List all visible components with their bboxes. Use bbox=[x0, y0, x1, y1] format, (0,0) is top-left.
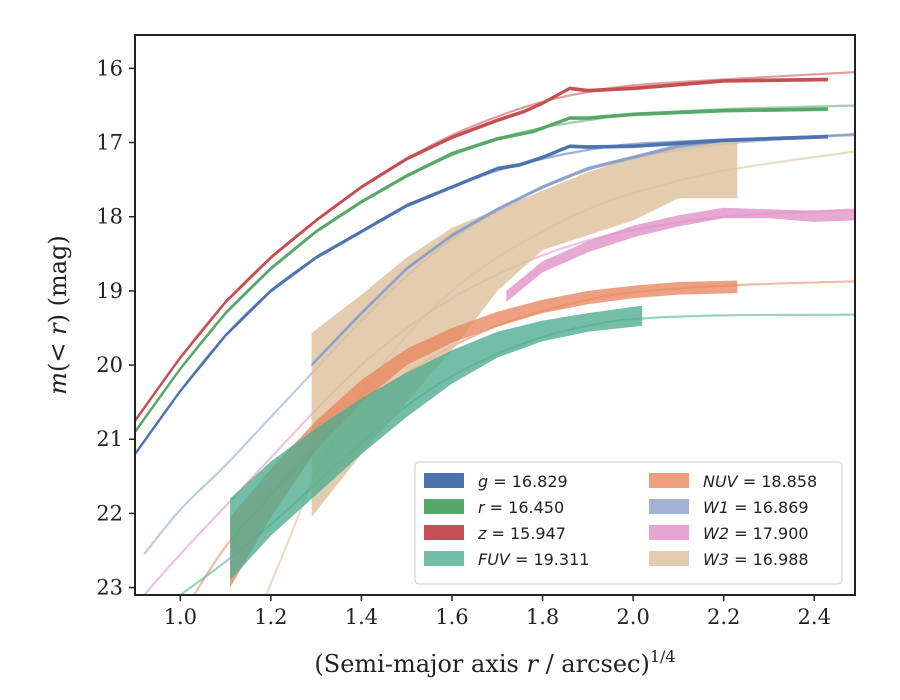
legend-label-nuv: NUV = 18.858 bbox=[703, 472, 817, 491]
data-line-z bbox=[135, 78, 828, 422]
legend-swatch-r bbox=[424, 499, 464, 514]
x-tick-label: 1.0 bbox=[164, 605, 197, 629]
y-tick-label: 21 bbox=[96, 427, 123, 451]
x-tick-label: 2.4 bbox=[798, 605, 831, 629]
y-tick-label: 16 bbox=[96, 56, 123, 80]
legend: g = 16.829 r = 16.450 z = 15.947 FUV = 19.3… bbox=[414, 461, 843, 585]
legend-swatch-w3 bbox=[649, 551, 689, 566]
y-tick-label: 23 bbox=[96, 576, 123, 600]
legend-swatch-g bbox=[424, 473, 464, 488]
y-tick-label: 17 bbox=[96, 131, 123, 155]
plot-frame bbox=[134, 34, 856, 596]
series-layer bbox=[135, 71, 855, 595]
y-tick-label: 19 bbox=[96, 279, 123, 303]
data-line-w1 bbox=[310, 135, 828, 366]
legend-box bbox=[414, 461, 843, 585]
data-line-g bbox=[135, 135, 828, 455]
legend-swatch-z bbox=[424, 525, 464, 540]
y-axis-label: m(< r) (mag) bbox=[44, 235, 72, 395]
legend-label-w3: W3 = 16.988 bbox=[703, 550, 809, 569]
y-tick-label: 22 bbox=[96, 501, 123, 525]
x-tick-label: 2.2 bbox=[707, 605, 740, 629]
x-tick-label: 1.2 bbox=[254, 605, 287, 629]
data-band-fuv bbox=[230, 305, 643, 581]
data-band-w2 bbox=[506, 207, 855, 302]
x-axis-label: (Semi-major axis r / arcsec)1/4 bbox=[314, 647, 675, 678]
legend-label-g: g = 16.829 bbox=[478, 472, 568, 491]
y-tick-label: 20 bbox=[96, 353, 123, 377]
legend-label-w2: W2 = 17.900 bbox=[703, 524, 809, 543]
y-tick-label: 18 bbox=[96, 205, 123, 229]
data-line-r bbox=[135, 108, 828, 433]
legend-swatch-w2 bbox=[649, 525, 689, 540]
x-tick-label: 1.6 bbox=[435, 605, 468, 629]
x-tick-label: 1.8 bbox=[526, 605, 559, 629]
legend-label-w1: W1 = 16.869 bbox=[703, 498, 809, 517]
data-band-w3 bbox=[311, 138, 738, 518]
legend-swatch-fuv bbox=[424, 551, 464, 566]
legend-label-z: z = 15.947 bbox=[477, 524, 566, 543]
legend-label-fuv: FUV = 19.311 bbox=[478, 550, 589, 569]
x-tick-label: 2.0 bbox=[616, 605, 649, 629]
legend-swatch-w1 bbox=[649, 499, 689, 514]
x-tick-label: 1.4 bbox=[345, 605, 378, 629]
axis-ticks: 1.0 1.2 1.4 1.6 1.8 2.0 2.2 2.4 16 17 18 19 20 21 22 23 bbox=[96, 56, 831, 629]
legend-label-r: r = 16.450 bbox=[478, 498, 564, 517]
legend-swatch-nuv bbox=[649, 473, 689, 488]
